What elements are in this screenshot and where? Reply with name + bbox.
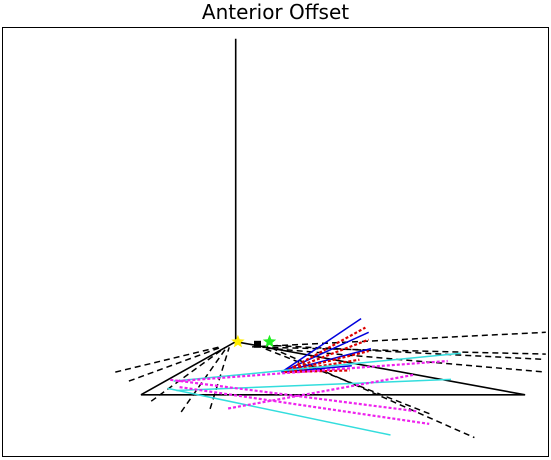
series-line-red-dashed-18 bbox=[283, 338, 370, 374]
series-line-black-dashed-4 bbox=[150, 347, 226, 402]
series-line-black-dashed-2 bbox=[115, 346, 221, 373]
series-line-blue-solid-13 bbox=[281, 317, 362, 373]
series-line-blue-solid-16 bbox=[281, 364, 352, 373]
marker-star-green-1 bbox=[262, 334, 277, 348]
series-line-blue-solid-14 bbox=[281, 331, 370, 373]
series-line-cyan-solid-22 bbox=[173, 352, 461, 382]
marker-square-marker_black-2 bbox=[254, 340, 261, 348]
series-line-black-dashed-12 bbox=[275, 344, 543, 361]
plot-frame bbox=[2, 27, 549, 457]
series-line-magenta-dashed-25 bbox=[177, 359, 448, 383]
series-line-magenta-dashed-28 bbox=[227, 373, 415, 410]
series-line-black-solid-1 bbox=[140, 340, 526, 396]
series-line-black-dashed-10 bbox=[271, 347, 475, 439]
series-line-black-dashed-9 bbox=[266, 347, 546, 373]
series-line-black-dashed-3 bbox=[128, 346, 223, 382]
series-line-magenta-dashed-27 bbox=[179, 386, 430, 425]
series-line-red-dashed-21 bbox=[284, 369, 350, 374]
series-line-red-dashed-19 bbox=[283, 350, 369, 374]
series-line-black-dashed-5 bbox=[180, 346, 228, 413]
series-line-cyan-solid-23 bbox=[176, 378, 452, 392]
marker-star-yellow-0 bbox=[231, 334, 245, 348]
series-line-red-dashed-20 bbox=[284, 358, 360, 374]
series-line-black-dashed-7 bbox=[252, 331, 546, 348]
chart-title: Anterior Offset bbox=[201, 0, 350, 24]
marker-layer bbox=[231, 334, 277, 348]
series-line-red-dashed-17 bbox=[283, 326, 366, 374]
series-line-cyan-solid-24 bbox=[167, 387, 391, 436]
series-layer bbox=[115, 38, 546, 439]
series-line-black-dashed-8 bbox=[262, 346, 546, 355]
